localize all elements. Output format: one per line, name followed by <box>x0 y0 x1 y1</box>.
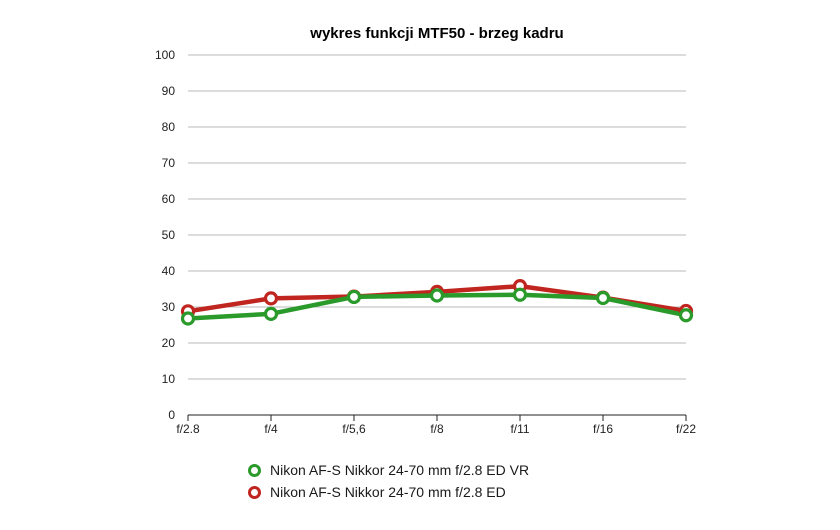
x-tick-label-3: f/8 <box>430 422 444 436</box>
data-point-s0-4 <box>512 287 528 302</box>
x-tick-label-4: f/11 <box>510 422 529 436</box>
y-tick-label-30: 30 <box>162 300 176 314</box>
data-point-s0-6 <box>678 308 694 323</box>
gridlines <box>188 54 686 416</box>
y-tick-label-0: 0 <box>168 408 175 422</box>
y-tick-label-100: 100 <box>155 48 175 62</box>
x-tick-label-6: f/22 <box>676 422 696 436</box>
x-tick-label-2: f/5,6 <box>342 422 366 436</box>
x-tick-label-0: f/2.8 <box>176 422 200 436</box>
y-tick-label-50: 50 <box>162 228 176 242</box>
y-tick-label-60: 60 <box>162 192 176 206</box>
chart-title: wykres funkcji MTF50 - brzeg kadru <box>309 25 563 42</box>
x-tick-label-1: f/4 <box>264 422 278 436</box>
data-point-s0-3 <box>429 288 445 303</box>
y-tick-label-10: 10 <box>162 372 176 386</box>
data-point-s0-0 <box>180 311 196 326</box>
x-axis-tick-labels: f/2.8 f/4 f/5,6 f/8 f/11 f/16 f/22 <box>176 415 696 436</box>
y-tick-label-40: 40 <box>162 264 176 278</box>
data-point-s0-5 <box>595 290 611 306</box>
legend-item-vr: Nikon AF-S Nikkor 24-70 mm f/2.8 ED VR <box>248 459 529 481</box>
data-point-s0-2 <box>346 289 362 305</box>
y-tick-label-20: 20 <box>162 336 176 350</box>
y-tick-label-70: 70 <box>162 156 176 170</box>
data-point-s1-1 <box>263 291 279 306</box>
y-axis-tick-labels: 0 10 20 30 40 50 60 70 80 90 100 <box>155 48 175 422</box>
legend: Nikon AF-S Nikkor 24-70 mm f/2.8 ED VR N… <box>248 459 529 503</box>
x-tick-label-5: f/16 <box>593 422 613 436</box>
legend-label-vr: Nikon AF-S Nikkor 24-70 mm f/2.8 ED VR <box>270 462 530 478</box>
legend-label-ed: Nikon AF-S Nikkor 24-70 mm f/2.8 ED <box>270 484 506 500</box>
legend-item-ed: Nikon AF-S Nikkor 24-70 mm f/2.8 ED <box>248 481 529 503</box>
y-tick-label-80: 80 <box>162 120 176 134</box>
legend-marker-icon-vr <box>248 463 261 477</box>
data-point-s0-1 <box>263 306 279 321</box>
legend-marker-icon-ed <box>248 485 261 499</box>
y-tick-label-90: 90 <box>162 84 176 98</box>
series-points <box>180 279 694 326</box>
